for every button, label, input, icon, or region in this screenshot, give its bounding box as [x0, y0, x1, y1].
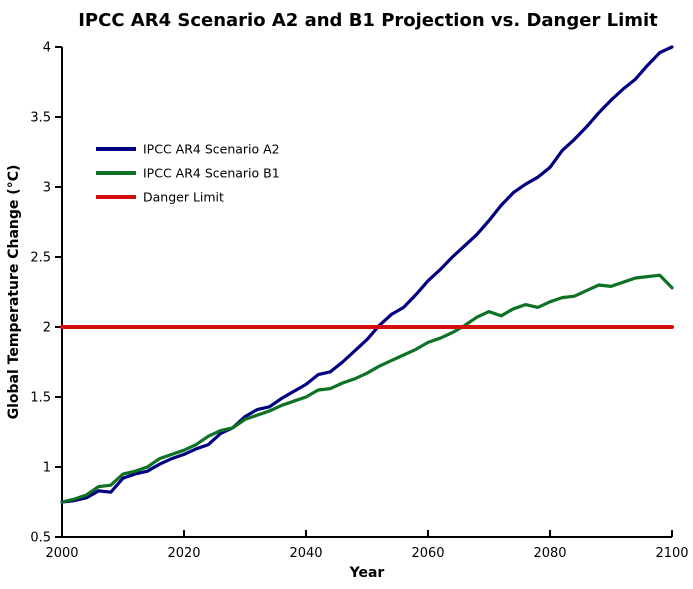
x-tick-label: 2020 — [167, 546, 200, 561]
axis-tick-labels: 0.5 1 1.5 2 2.5 3 3.5 4 2000 2020 2040 2060 2080 2100 — [30, 41, 688, 562]
x-tick-label: 2000 — [45, 546, 78, 561]
y-axis-title: Global Temperature Change (°C) — [6, 165, 22, 420]
chart-title: IPCC AR4 Scenario A2 and B1 Projection v… — [78, 10, 658, 31]
y-tick-label: 1.5 — [30, 391, 51, 406]
y-tick-label: 3 — [43, 181, 51, 196]
x-tick-label: 2080 — [533, 546, 566, 561]
y-tick-label: 2.5 — [30, 251, 51, 266]
legend-item: Danger Limit — [96, 190, 224, 205]
axes — [61, 47, 672, 538]
legend-label: IPCC AR4 Scenario A2 — [143, 142, 280, 157]
y-tick-label: 1 — [43, 461, 51, 476]
y-tick-label: 4 — [43, 41, 51, 56]
x-tick-label: 2060 — [411, 546, 444, 561]
axis-ticks — [55, 46, 673, 538]
legend-item: IPCC AR4 Scenario A2 — [96, 142, 280, 157]
series-line-ipcc-ar4-scenario-b1 — [60, 273, 674, 504]
x-tick-label: 2100 — [655, 546, 688, 561]
series-line-ipcc-ar4-scenario-a2 — [60, 45, 674, 504]
x-axis-title: Year — [349, 565, 385, 581]
legend-label: IPCC AR4 Scenario B1 — [143, 166, 280, 181]
legend: IPCC AR4 Scenario A2 IPCC AR4 Scenario B1… — [96, 142, 280, 205]
legend-item: IPCC AR4 Scenario B1 — [96, 166, 280, 181]
x-tick-label: 2040 — [289, 546, 322, 561]
y-tick-label: 0.5 — [30, 531, 51, 546]
legend-label: Danger Limit — [143, 190, 224, 205]
y-tick-label: 3.5 — [30, 111, 51, 126]
data-series — [60, 45, 674, 504]
y-tick-label: 2 — [43, 321, 51, 336]
